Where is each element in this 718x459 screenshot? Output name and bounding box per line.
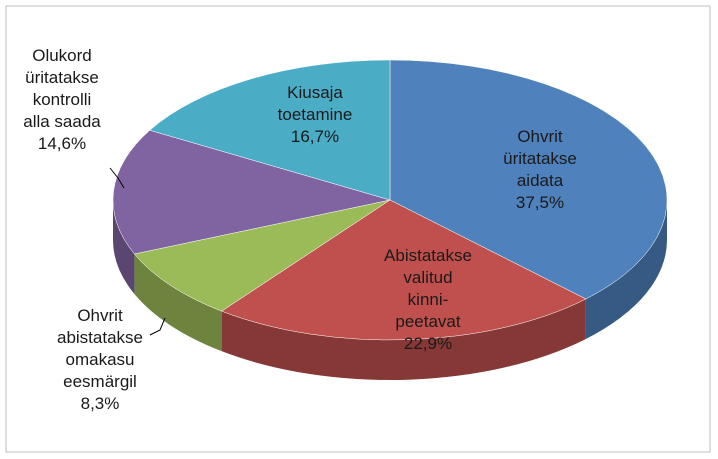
category-label: Ohvrit abistatakse omakasu eesmärgil <box>57 306 143 391</box>
category-label: Olukord üritatakse kontrolli alla saada <box>23 46 101 131</box>
value-label: 14,6% <box>37 134 87 153</box>
value-label: 16,7% <box>290 127 340 146</box>
slice <box>149 59 391 201</box>
slice-side <box>221 298 586 380</box>
slice-label: Kiusaja toetamine 16,7% <box>278 82 353 148</box>
slice <box>221 199 587 341</box>
leader-line <box>109 167 125 189</box>
value-label: 22,9% <box>403 334 453 353</box>
slice <box>112 129 391 255</box>
slice <box>133 199 391 312</box>
value-label: 8,3% <box>80 394 120 413</box>
value-label: 37,5% <box>515 193 565 212</box>
category-label: Kiusaja toetamine <box>277 83 353 124</box>
slice-label: Abistatakse valitud kinni- peetavat 22,9% <box>384 245 472 355</box>
slice-side <box>585 200 667 339</box>
slice-label: Ohvrit üritatakse aidata 37,5% <box>503 126 577 214</box>
slice <box>389 59 668 300</box>
slice-label: Olukord üritatakse kontrolli alla saada 1… <box>23 45 101 155</box>
slice-side <box>134 253 222 352</box>
category-label: Abistatakse valitud kinni- peetavat <box>384 246 472 331</box>
category-label: Ohvrit üritatakse aidata <box>503 127 577 190</box>
leader-line <box>149 317 166 336</box>
slice-label: Ohvrit abistatakse omakasu eesmärgil 8,3% <box>57 305 143 415</box>
slice-side <box>113 200 135 294</box>
